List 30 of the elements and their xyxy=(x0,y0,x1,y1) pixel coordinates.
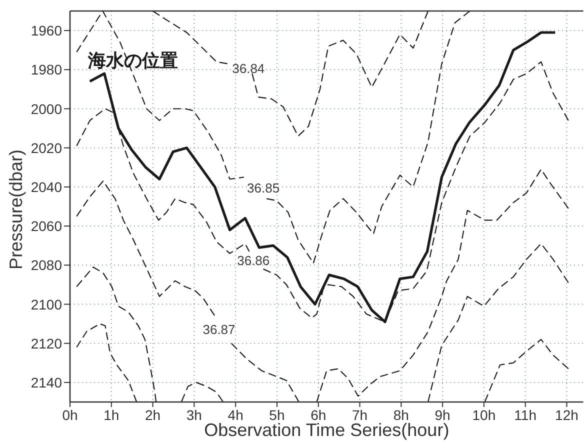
series-label: 36.86 xyxy=(237,252,270,268)
x-tick-label: 0h xyxy=(62,407,78,423)
x-tick-label: 2h xyxy=(145,407,161,423)
y-tick-label: 2020 xyxy=(30,140,62,156)
series-label: 36.85 xyxy=(247,180,280,196)
series-label: 海水の位置 xyxy=(88,50,178,70)
y-tick-label: 2120 xyxy=(30,335,62,352)
x-tick-label: 4h xyxy=(228,407,244,423)
x-tick-label: 1h xyxy=(104,407,120,423)
x-tick-label: 6h xyxy=(310,407,326,423)
y-tick-label: 2100 xyxy=(30,296,62,312)
x-tick-label: 8h xyxy=(393,407,409,423)
y-tick-label: 2140 xyxy=(30,374,62,390)
x-tick-label: 9h xyxy=(434,407,450,423)
y-tick-label: 1980 xyxy=(30,62,62,78)
x-tick-label: 5h xyxy=(269,407,285,423)
y-tick-label: 2060 xyxy=(30,218,62,234)
series-label: 36.84 xyxy=(232,61,265,76)
y-tick-label: 1960 xyxy=(30,22,62,39)
y-axis-title: Pressure(dbar) xyxy=(6,149,26,270)
x-tick-label: 10h xyxy=(472,407,496,423)
y-tick-label: 2080 xyxy=(30,257,62,274)
x-tick-label: 11h xyxy=(514,407,537,423)
x-tick-label: 3h xyxy=(186,407,202,423)
x-tick-label: 7h xyxy=(352,407,368,423)
series-label: 36.87 xyxy=(202,322,236,338)
y-tick-label: 2040 xyxy=(30,178,62,195)
x-tick-label: 12h xyxy=(555,407,578,423)
y-tick-label: 2000 xyxy=(30,100,62,117)
x-axis-title: Observation Time Series(hour) xyxy=(204,420,450,440)
